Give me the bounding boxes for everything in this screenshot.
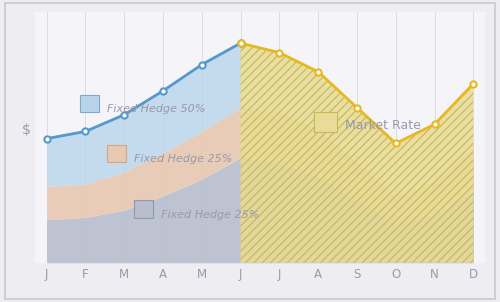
Text: Market Rate: Market Rate: [344, 119, 420, 132]
Y-axis label: $: $: [22, 124, 31, 137]
Text: Fixed Hedge 50%: Fixed Hedge 50%: [107, 104, 206, 114]
FancyBboxPatch shape: [134, 200, 153, 218]
FancyBboxPatch shape: [107, 145, 126, 162]
Text: Fixed Hedge 25%: Fixed Hedge 25%: [161, 210, 260, 220]
FancyBboxPatch shape: [80, 95, 99, 112]
FancyBboxPatch shape: [314, 112, 338, 132]
Text: Fixed Hedge 25%: Fixed Hedge 25%: [134, 155, 232, 165]
